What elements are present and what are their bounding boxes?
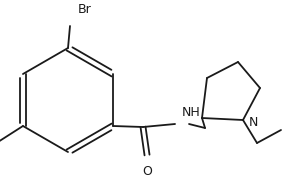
Text: NH: NH — [182, 106, 201, 119]
Text: N: N — [249, 116, 258, 128]
Text: O: O — [142, 165, 152, 178]
Text: Br: Br — [78, 3, 92, 16]
